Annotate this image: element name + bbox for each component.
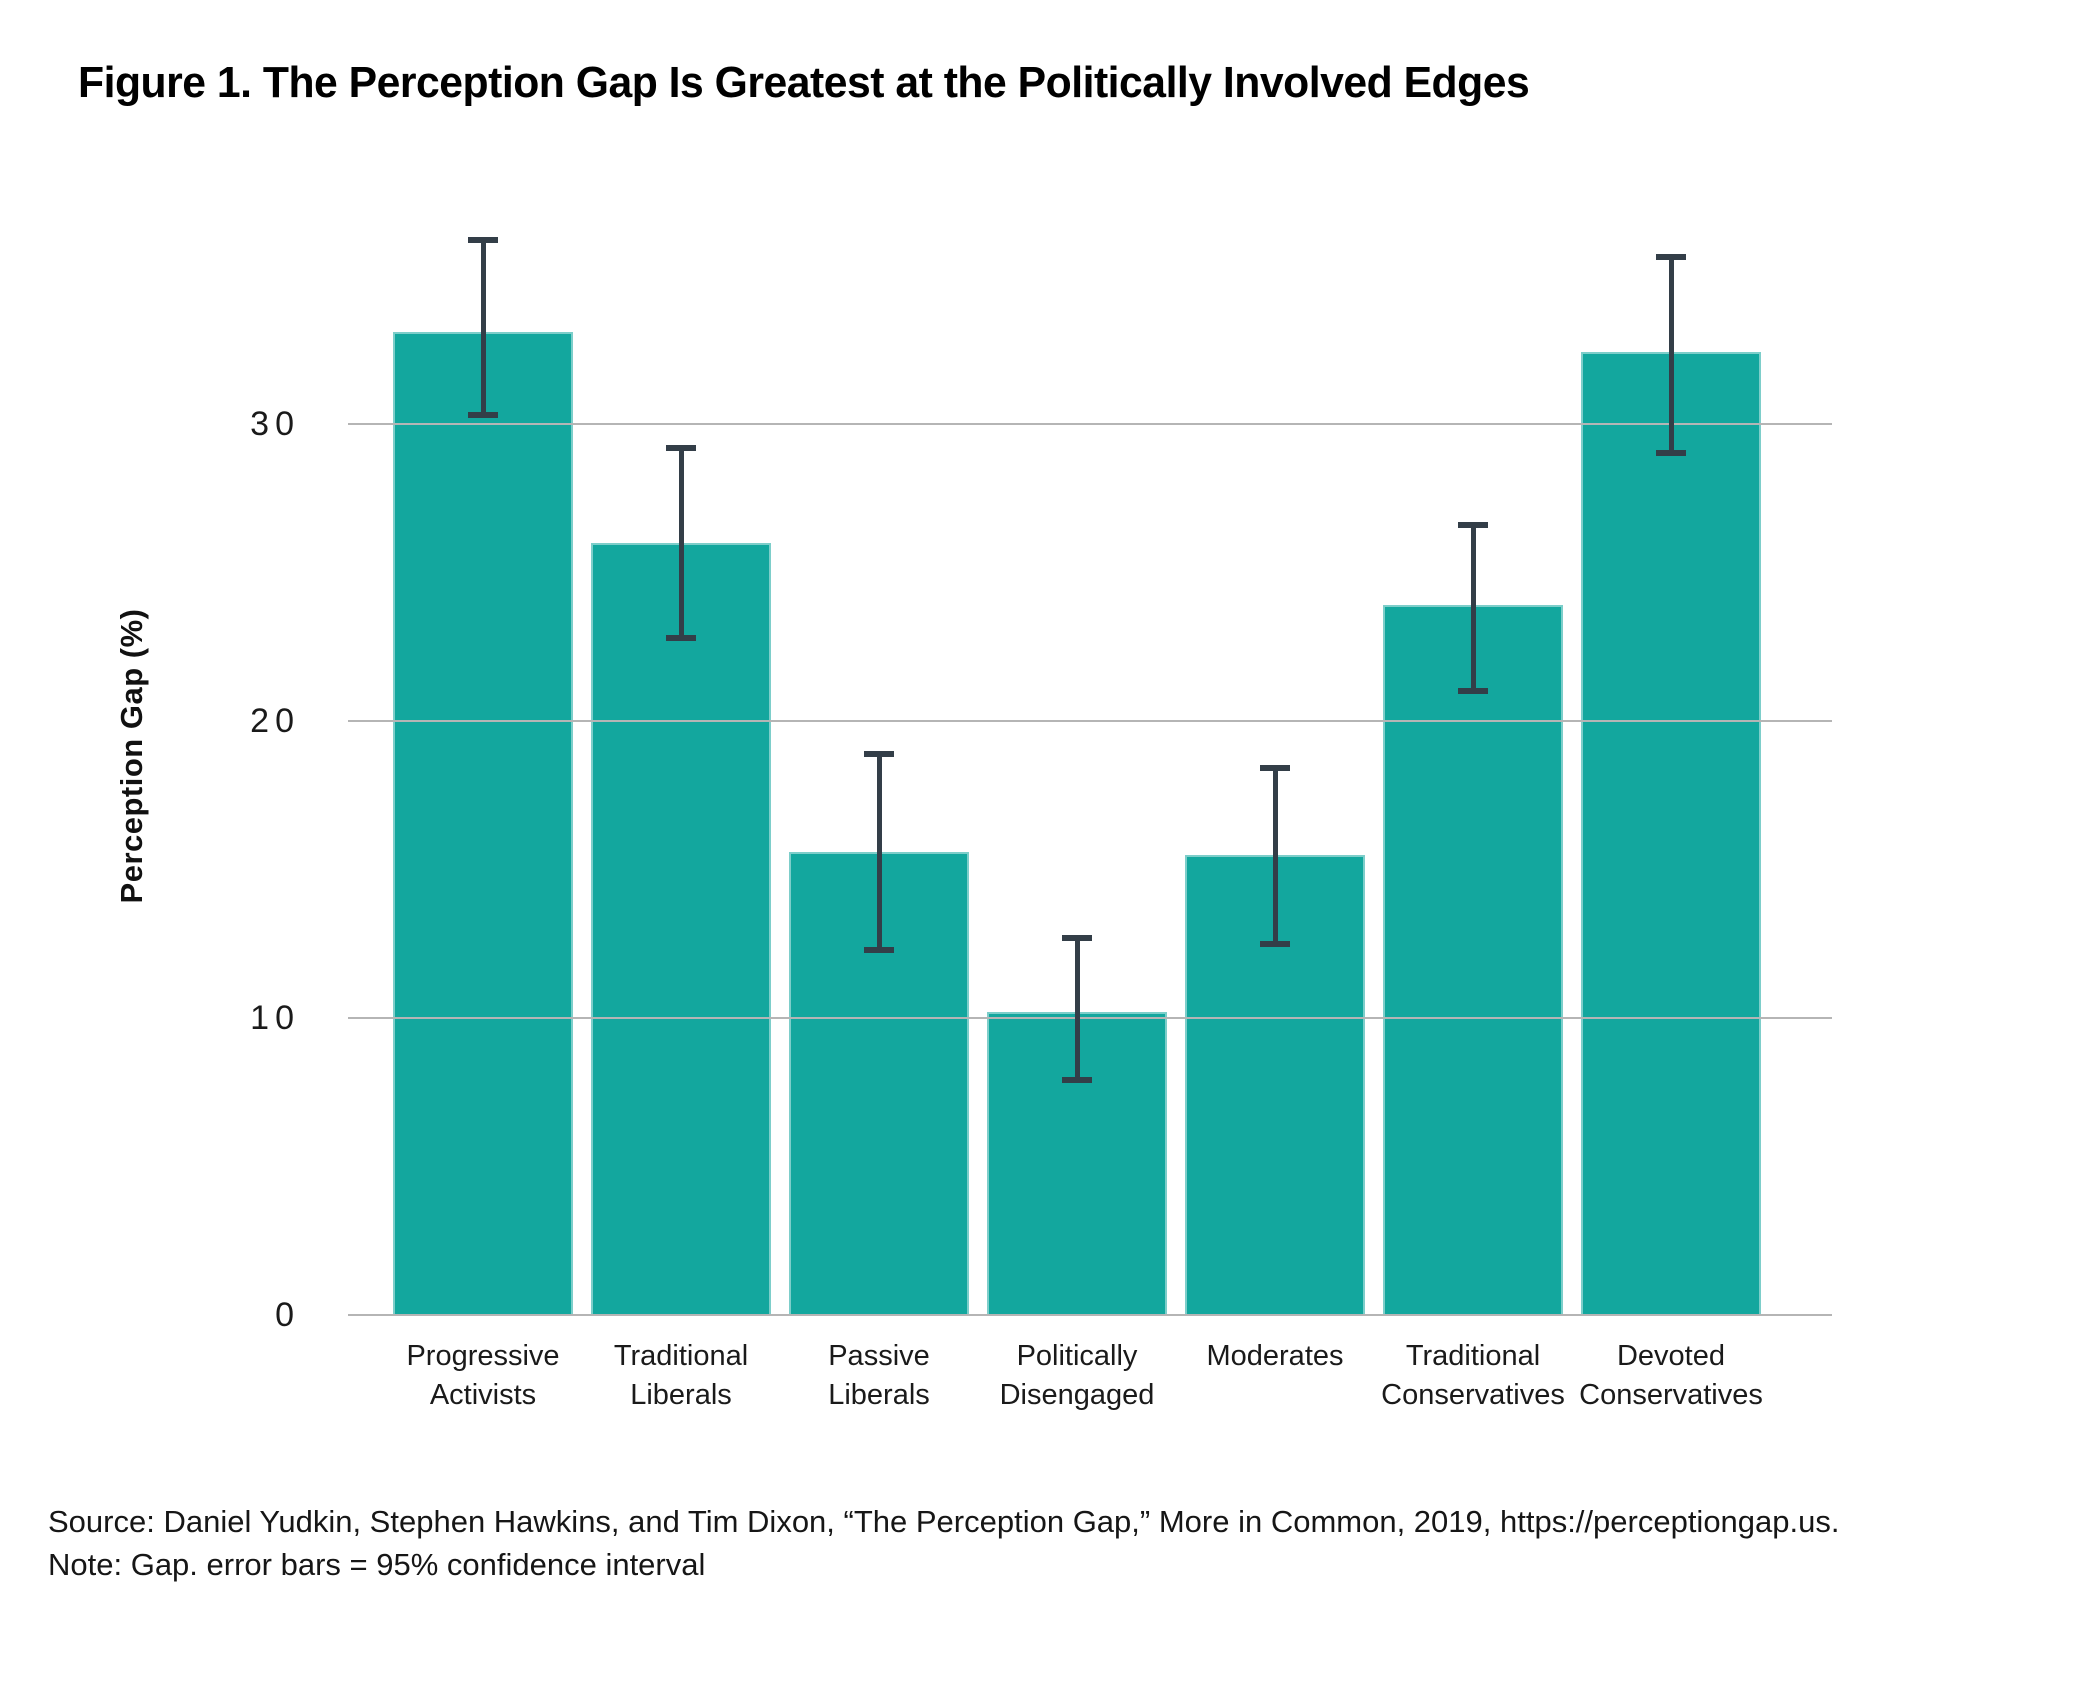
error-bar-top-cap-devoted-conservatives [1656, 254, 1686, 261]
plot-area [348, 198, 1832, 1316]
figure-title: Figure 1. The Perception Gap Is Greatest… [78, 58, 1530, 107]
bar-devoted-conservatives [1581, 352, 1761, 1315]
error-bar-top-cap-traditional-conservatives [1458, 521, 1488, 528]
error-bar-top-cap-progressive-activists [468, 236, 498, 243]
error-bar-bottom-cap-progressive-activists [468, 411, 498, 418]
y-tick-label-10: 10 [250, 998, 300, 1037]
error-bar-top-cap-politically-disengaged [1062, 934, 1092, 941]
error-bar-line-moderates [1272, 768, 1278, 944]
error-bar-top-cap-moderates [1260, 765, 1290, 772]
x-category-label-traditional-conservatives: Traditional Conservatives [1381, 1340, 1565, 1411]
error-bar-line-passive-liberals [876, 753, 882, 950]
y-tick-label-20: 20 [250, 701, 300, 740]
error-bar-line-traditional-liberals [678, 447, 684, 638]
error-bar-line-progressive-activists [480, 239, 486, 415]
y-tick-label-30: 30 [250, 404, 300, 443]
error-bar-line-traditional-conservatives [1470, 524, 1476, 692]
note-line: Note: Gap. error bars = 95% confidence i… [48, 1547, 706, 1582]
x-category-label-politically-disengaged: Politically Disengaged [999, 1340, 1155, 1411]
source-line: Source: Daniel Yudkin, Stephen Hawkins, … [48, 1504, 1840, 1539]
error-bar-bottom-cap-politically-disengaged [1062, 1077, 1092, 1084]
figure-footer: Source: Daniel Yudkin, Stephen Hawkins, … [48, 1500, 1840, 1586]
x-category-label-devoted-conservatives: Devoted Conservatives [1579, 1340, 1763, 1411]
error-bar-bottom-cap-devoted-conservatives [1656, 450, 1686, 457]
error-bar-top-cap-traditional-liberals [666, 444, 696, 451]
bar-traditional-liberals [591, 542, 771, 1315]
error-bar-bottom-cap-traditional-liberals [666, 634, 696, 641]
error-bar-bottom-cap-passive-liberals [864, 946, 894, 953]
x-category-label-moderates: Moderates [1206, 1340, 1344, 1372]
error-bar-line-devoted-conservatives [1668, 257, 1674, 454]
gridline-y-0 [348, 1314, 1832, 1316]
x-category-label-traditional-liberals: Traditional Liberals [613, 1340, 749, 1411]
gridline-y-30 [348, 422, 1832, 425]
x-category-label-passive-liberals: Passive Liberals [828, 1340, 930, 1411]
gridline-y-20 [348, 719, 1832, 722]
error-bar-top-cap-passive-liberals [864, 750, 894, 757]
bar-traditional-conservatives [1383, 605, 1563, 1315]
y-axis-title: Perception Gap (%) [114, 608, 149, 904]
y-tick-label-0: 0 [275, 1296, 300, 1334]
error-bar-line-politically-disengaged [1074, 937, 1080, 1081]
bar-progressive-activists [393, 331, 573, 1315]
error-bar-bottom-cap-traditional-conservatives [1458, 688, 1488, 695]
gridline-y-10 [348, 1016, 1832, 1019]
error-bar-bottom-cap-moderates [1260, 940, 1290, 947]
x-category-label-progressive-activists: Progressive Activists [406, 1340, 560, 1411]
